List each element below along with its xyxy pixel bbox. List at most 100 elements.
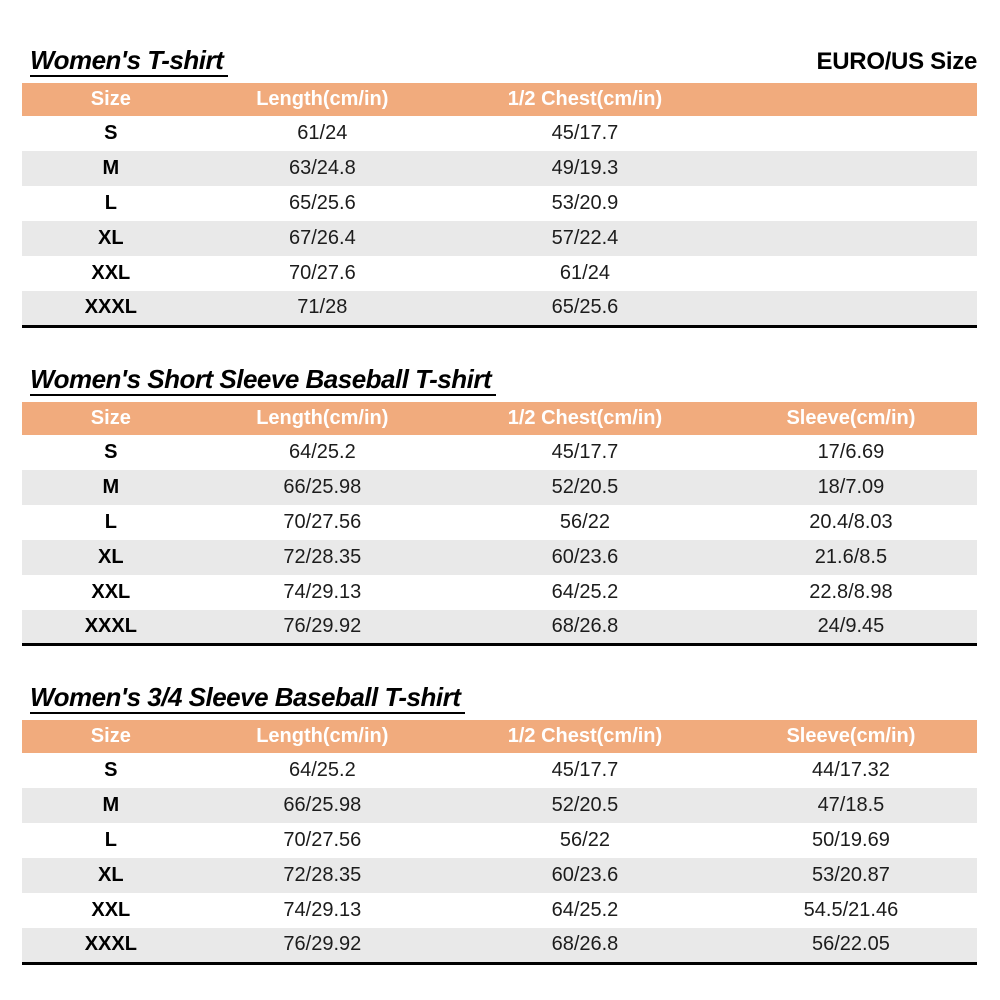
table-row: XL 72/28.35 60/23.6 53/20.87 <box>22 858 977 893</box>
table-row: XXL 74/29.13 64/25.2 54.5/21.46 <box>22 893 977 928</box>
column-header: 1/2 Chest(cm/in) <box>445 720 725 753</box>
size-cell: L <box>104 192 117 214</box>
value-cell: 64/25.2 <box>551 899 619 921</box>
table-row: L 70/27.56 56/22 50/19.69 <box>22 823 977 858</box>
value-cell: 52/20.5 <box>551 794 619 816</box>
section-title-short-sleeve: Women's Short Sleeve Baseball T-shirt <box>22 365 977 396</box>
value-cell: 17/6.69 <box>817 440 885 463</box>
table-row: S 64/25.2 45/17.7 17/6.69 <box>22 435 977 470</box>
column-header: Length(cm/in) <box>199 83 446 116</box>
column-header: 1/2 Chest(cm/in) <box>445 401 725 435</box>
value-cell <box>725 256 977 291</box>
value-cell: 45/17.7 <box>551 440 619 463</box>
value-cell: 52/20.5 <box>551 475 619 498</box>
table-row: XXXL 71/28 65/25.6 <box>22 291 977 326</box>
size-cell: M <box>102 475 120 498</box>
table-row: S 64/25.2 45/17.7 44/17.32 <box>22 753 977 788</box>
size-cell: M <box>102 794 120 816</box>
table-row: S 61/24 45/17.7 <box>22 116 977 151</box>
size-cell: L <box>104 829 117 851</box>
value-cell: 76/29.92 <box>283 933 362 956</box>
value-cell: 70/27.56 <box>283 510 362 533</box>
value-cell: 64/25.2 <box>288 440 356 463</box>
value-cell: 74/29.13 <box>283 580 362 603</box>
value-cell <box>725 151 977 186</box>
short-sleeve-baseball-size-table: Size Length(cm/in) 1/2 Chest(cm/in) Sleeve(… <box>22 401 977 646</box>
value-cell <box>725 116 977 151</box>
column-header: Sleeve(cm/in) <box>724 401 977 435</box>
value-cell: 50/19.69 <box>812 829 890 851</box>
column-header: 1/2 Chest(cm/in) <box>445 83 725 116</box>
value-cell: 57/22.4 <box>551 227 619 249</box>
value-cell: 53/20.87 <box>812 864 890 886</box>
size-cell: XXL <box>91 899 131 921</box>
size-cell: M <box>102 157 120 179</box>
size-cell: L <box>104 510 117 533</box>
value-cell: 65/25.6 <box>551 296 619 319</box>
value-cell: 63/24.8 <box>288 157 356 179</box>
section-title-text: Women's Short Sleeve Baseball T-shirt <box>30 365 497 396</box>
value-cell: 47/18.5 <box>817 794 885 816</box>
value-cell: 21.6/8.5 <box>814 545 888 568</box>
value-cell: 67/26.4 <box>288 227 356 249</box>
value-cell: 65/25.6 <box>288 192 356 214</box>
three-quarter-sleeve-baseball-size-table: Size Length(cm/in) 1/2 Chest(cm/in) Sleeve(… <box>22 720 977 965</box>
column-header: Size <box>22 83 200 116</box>
value-cell: 72/28.35 <box>283 545 362 568</box>
size-cell: XL <box>98 227 124 249</box>
table-row: XXL 74/29.13 64/25.2 22.8/8.98 <box>22 575 977 610</box>
table-header-row: Size Length(cm/in) 1/2 Chest(cm/in) Sleeve(… <box>22 720 977 753</box>
table-row: XXXL 76/29.92 68/26.8 24/9.45 <box>22 609 977 645</box>
column-header: Size <box>22 401 200 435</box>
table-row: XL 72/28.35 60/23.6 21.6/8.5 <box>22 539 977 575</box>
value-cell: 60/23.6 <box>551 545 619 568</box>
size-cell: XL <box>98 545 124 568</box>
section-title-three-quarter-sleeve: Women's 3/4 Sleeve Baseball T-shirt <box>22 683 977 714</box>
size-cell: XXXL <box>84 614 137 637</box>
value-cell: 64/25.2 <box>551 580 619 603</box>
value-cell: 60/23.6 <box>551 864 619 886</box>
value-cell <box>725 186 977 221</box>
value-cell: 70/27.56 <box>283 829 362 851</box>
value-cell: 56/22 <box>559 829 610 851</box>
euro-us-size-label: EURO/US Size <box>816 48 978 75</box>
size-cell: XXXL <box>84 933 137 956</box>
value-cell: 71/28 <box>297 296 348 319</box>
column-header: Length(cm/in) <box>199 720 446 753</box>
value-cell <box>725 221 977 256</box>
value-cell: 54.5/21.46 <box>803 899 899 921</box>
section-womens-short-sleeve-baseball-tshirt: Women's Short Sleeve Baseball T-shirt Si… <box>22 365 977 646</box>
size-cell: S <box>104 122 118 144</box>
value-cell: 66/25.98 <box>283 475 362 498</box>
value-cell: 53/20.9 <box>551 192 619 214</box>
table-row: M 66/25.98 52/20.5 18/7.09 <box>22 469 977 505</box>
value-cell: 45/17.7 <box>551 759 619 781</box>
value-cell: 61/24 <box>297 122 348 144</box>
section-title-text: Women's 3/4 Sleeve Baseball T-shirt <box>30 683 466 714</box>
value-cell: 56/22 <box>559 510 610 533</box>
table-row: M 63/24.8 49/19.3 <box>22 151 977 186</box>
column-header: Length(cm/in) <box>199 401 446 435</box>
size-cell: XXL <box>91 580 131 603</box>
size-cell: S <box>104 440 118 463</box>
table-header-row: Size Length(cm/in) 1/2 Chest(cm/in) Sleeve(… <box>22 401 977 435</box>
value-cell: 68/26.8 <box>551 933 619 956</box>
table-row: XXL 70/27.6 61/24 <box>22 256 977 291</box>
column-header-spacer <box>724 83 977 116</box>
table-row: L 65/25.6 53/20.9 <box>22 186 977 221</box>
section-womens-three-quarter-sleeve-baseball-tshirt: Women's 3/4 Sleeve Baseball T-shirt Size… <box>22 683 977 965</box>
value-cell: 74/29.13 <box>283 899 362 921</box>
value-cell: 44/17.32 <box>812 759 890 781</box>
value-cell: 45/17.7 <box>551 122 619 144</box>
size-cell: XXL <box>91 262 131 284</box>
section-womens-tshirt: Size Length(cm/in) 1/2 Chest(cm/in) S 61/24 4… <box>22 83 977 328</box>
size-cell: XXXL <box>84 296 137 319</box>
value-cell: 56/22.05 <box>812 933 890 956</box>
size-cell: XL <box>98 864 124 886</box>
womens-tshirt-size-table: Size Length(cm/in) 1/2 Chest(cm/in) S 61/24 4… <box>22 83 977 328</box>
value-cell <box>725 291 977 326</box>
page-titlebar: Women's T-shirt EURO/US Size <box>22 46 977 77</box>
value-cell: 72/28.35 <box>283 864 362 886</box>
value-cell: 76/29.92 <box>283 614 362 637</box>
